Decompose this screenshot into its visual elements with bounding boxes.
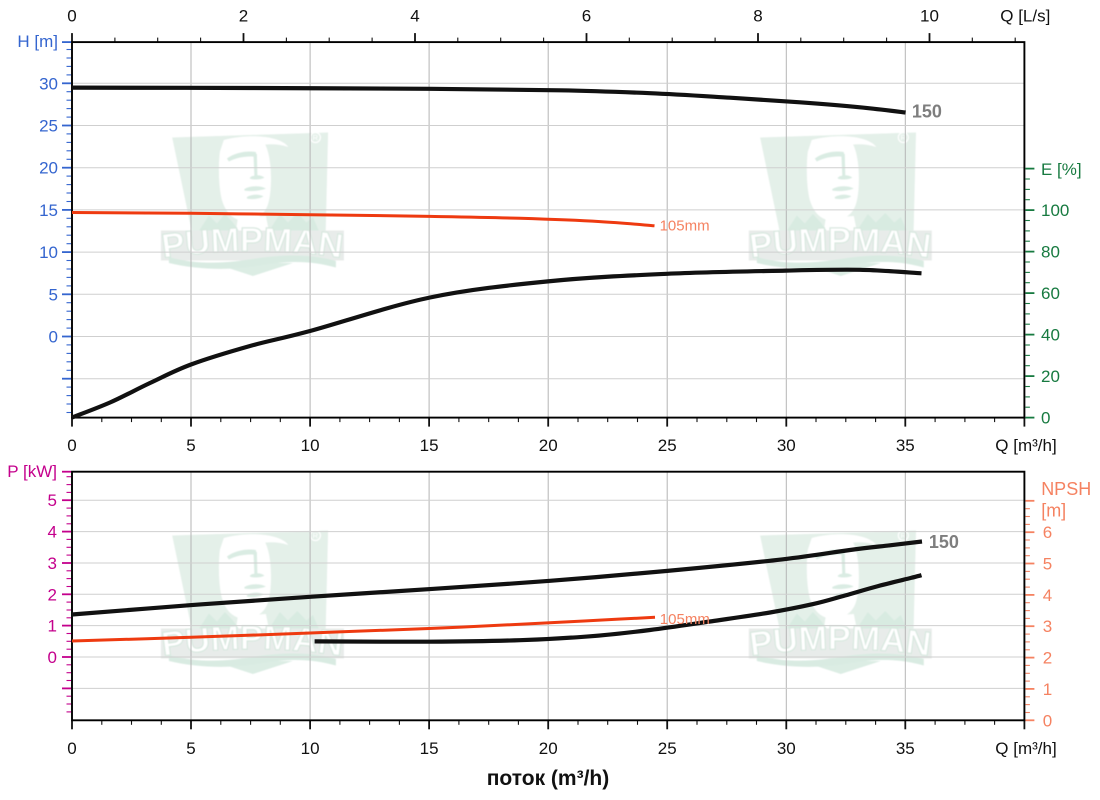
svg-text:20: 20 <box>1041 367 1060 386</box>
svg-text:4: 4 <box>410 7 419 26</box>
svg-text:15: 15 <box>39 201 58 220</box>
svg-text:6: 6 <box>1043 523 1052 542</box>
svg-text:2: 2 <box>1043 649 1052 668</box>
svg-text:0: 0 <box>48 648 57 667</box>
svg-text:60: 60 <box>1041 284 1060 303</box>
svg-text:10: 10 <box>301 436 320 455</box>
svg-text:0: 0 <box>1043 711 1052 730</box>
svg-text:5: 5 <box>186 739 195 758</box>
svg-text:4: 4 <box>1043 586 1052 605</box>
svg-text:25: 25 <box>658 739 677 758</box>
svg-text:Q [m³/h]: Q [m³/h] <box>995 436 1056 455</box>
svg-text:20: 20 <box>39 159 58 178</box>
svg-text:1: 1 <box>1043 680 1052 699</box>
svg-text:4: 4 <box>48 523 57 542</box>
svg-text:0: 0 <box>67 7 76 26</box>
svg-text:P [kW]: P [kW] <box>7 462 57 481</box>
svg-text:0: 0 <box>49 328 58 347</box>
svg-text:30: 30 <box>777 739 796 758</box>
svg-text:E [%]: E [%] <box>1041 160 1082 179</box>
svg-text:H [m]: H [m] <box>17 32 58 51</box>
svg-text:15: 15 <box>420 739 439 758</box>
svg-text:150: 150 <box>912 102 942 122</box>
svg-text:35: 35 <box>896 739 915 758</box>
svg-text:2: 2 <box>48 585 57 604</box>
svg-text:5: 5 <box>49 285 58 304</box>
svg-text:0: 0 <box>67 436 76 455</box>
svg-text:NPSH: NPSH <box>1041 479 1091 499</box>
svg-text:100: 100 <box>1041 201 1069 220</box>
svg-text:[m]: [m] <box>1041 501 1066 521</box>
svg-text:15: 15 <box>420 436 439 455</box>
svg-text:10: 10 <box>920 7 939 26</box>
svg-text:150: 150 <box>929 532 959 552</box>
svg-text:10: 10 <box>301 739 320 758</box>
svg-text:35: 35 <box>896 436 915 455</box>
svg-text:Q [L/s]: Q [L/s] <box>1000 7 1050 26</box>
svg-text:25: 25 <box>39 117 58 136</box>
svg-text:поток (m³/h): поток (m³/h) <box>487 767 609 790</box>
svg-text:20: 20 <box>539 436 558 455</box>
svg-text:0: 0 <box>67 739 76 758</box>
svg-text:6: 6 <box>582 7 591 26</box>
svg-text:0: 0 <box>1041 409 1050 428</box>
svg-text:30: 30 <box>777 436 796 455</box>
svg-text:80: 80 <box>1041 243 1060 262</box>
svg-text:105mm: 105mm <box>660 611 710 628</box>
svg-text:3: 3 <box>48 554 57 573</box>
svg-text:5: 5 <box>186 436 195 455</box>
svg-text:8: 8 <box>753 7 762 26</box>
svg-text:105mm: 105mm <box>660 217 710 234</box>
svg-text:1: 1 <box>48 617 57 636</box>
svg-text:2: 2 <box>239 7 248 26</box>
svg-text:10: 10 <box>39 243 58 262</box>
svg-text:Q [m³/h]: Q [m³/h] <box>995 739 1056 758</box>
svg-text:3: 3 <box>1043 617 1052 636</box>
svg-text:40: 40 <box>1041 326 1060 345</box>
svg-text:20: 20 <box>539 739 558 758</box>
svg-text:25: 25 <box>658 436 677 455</box>
svg-text:30: 30 <box>39 74 58 93</box>
svg-text:5: 5 <box>1043 555 1052 574</box>
svg-text:5: 5 <box>48 491 57 510</box>
